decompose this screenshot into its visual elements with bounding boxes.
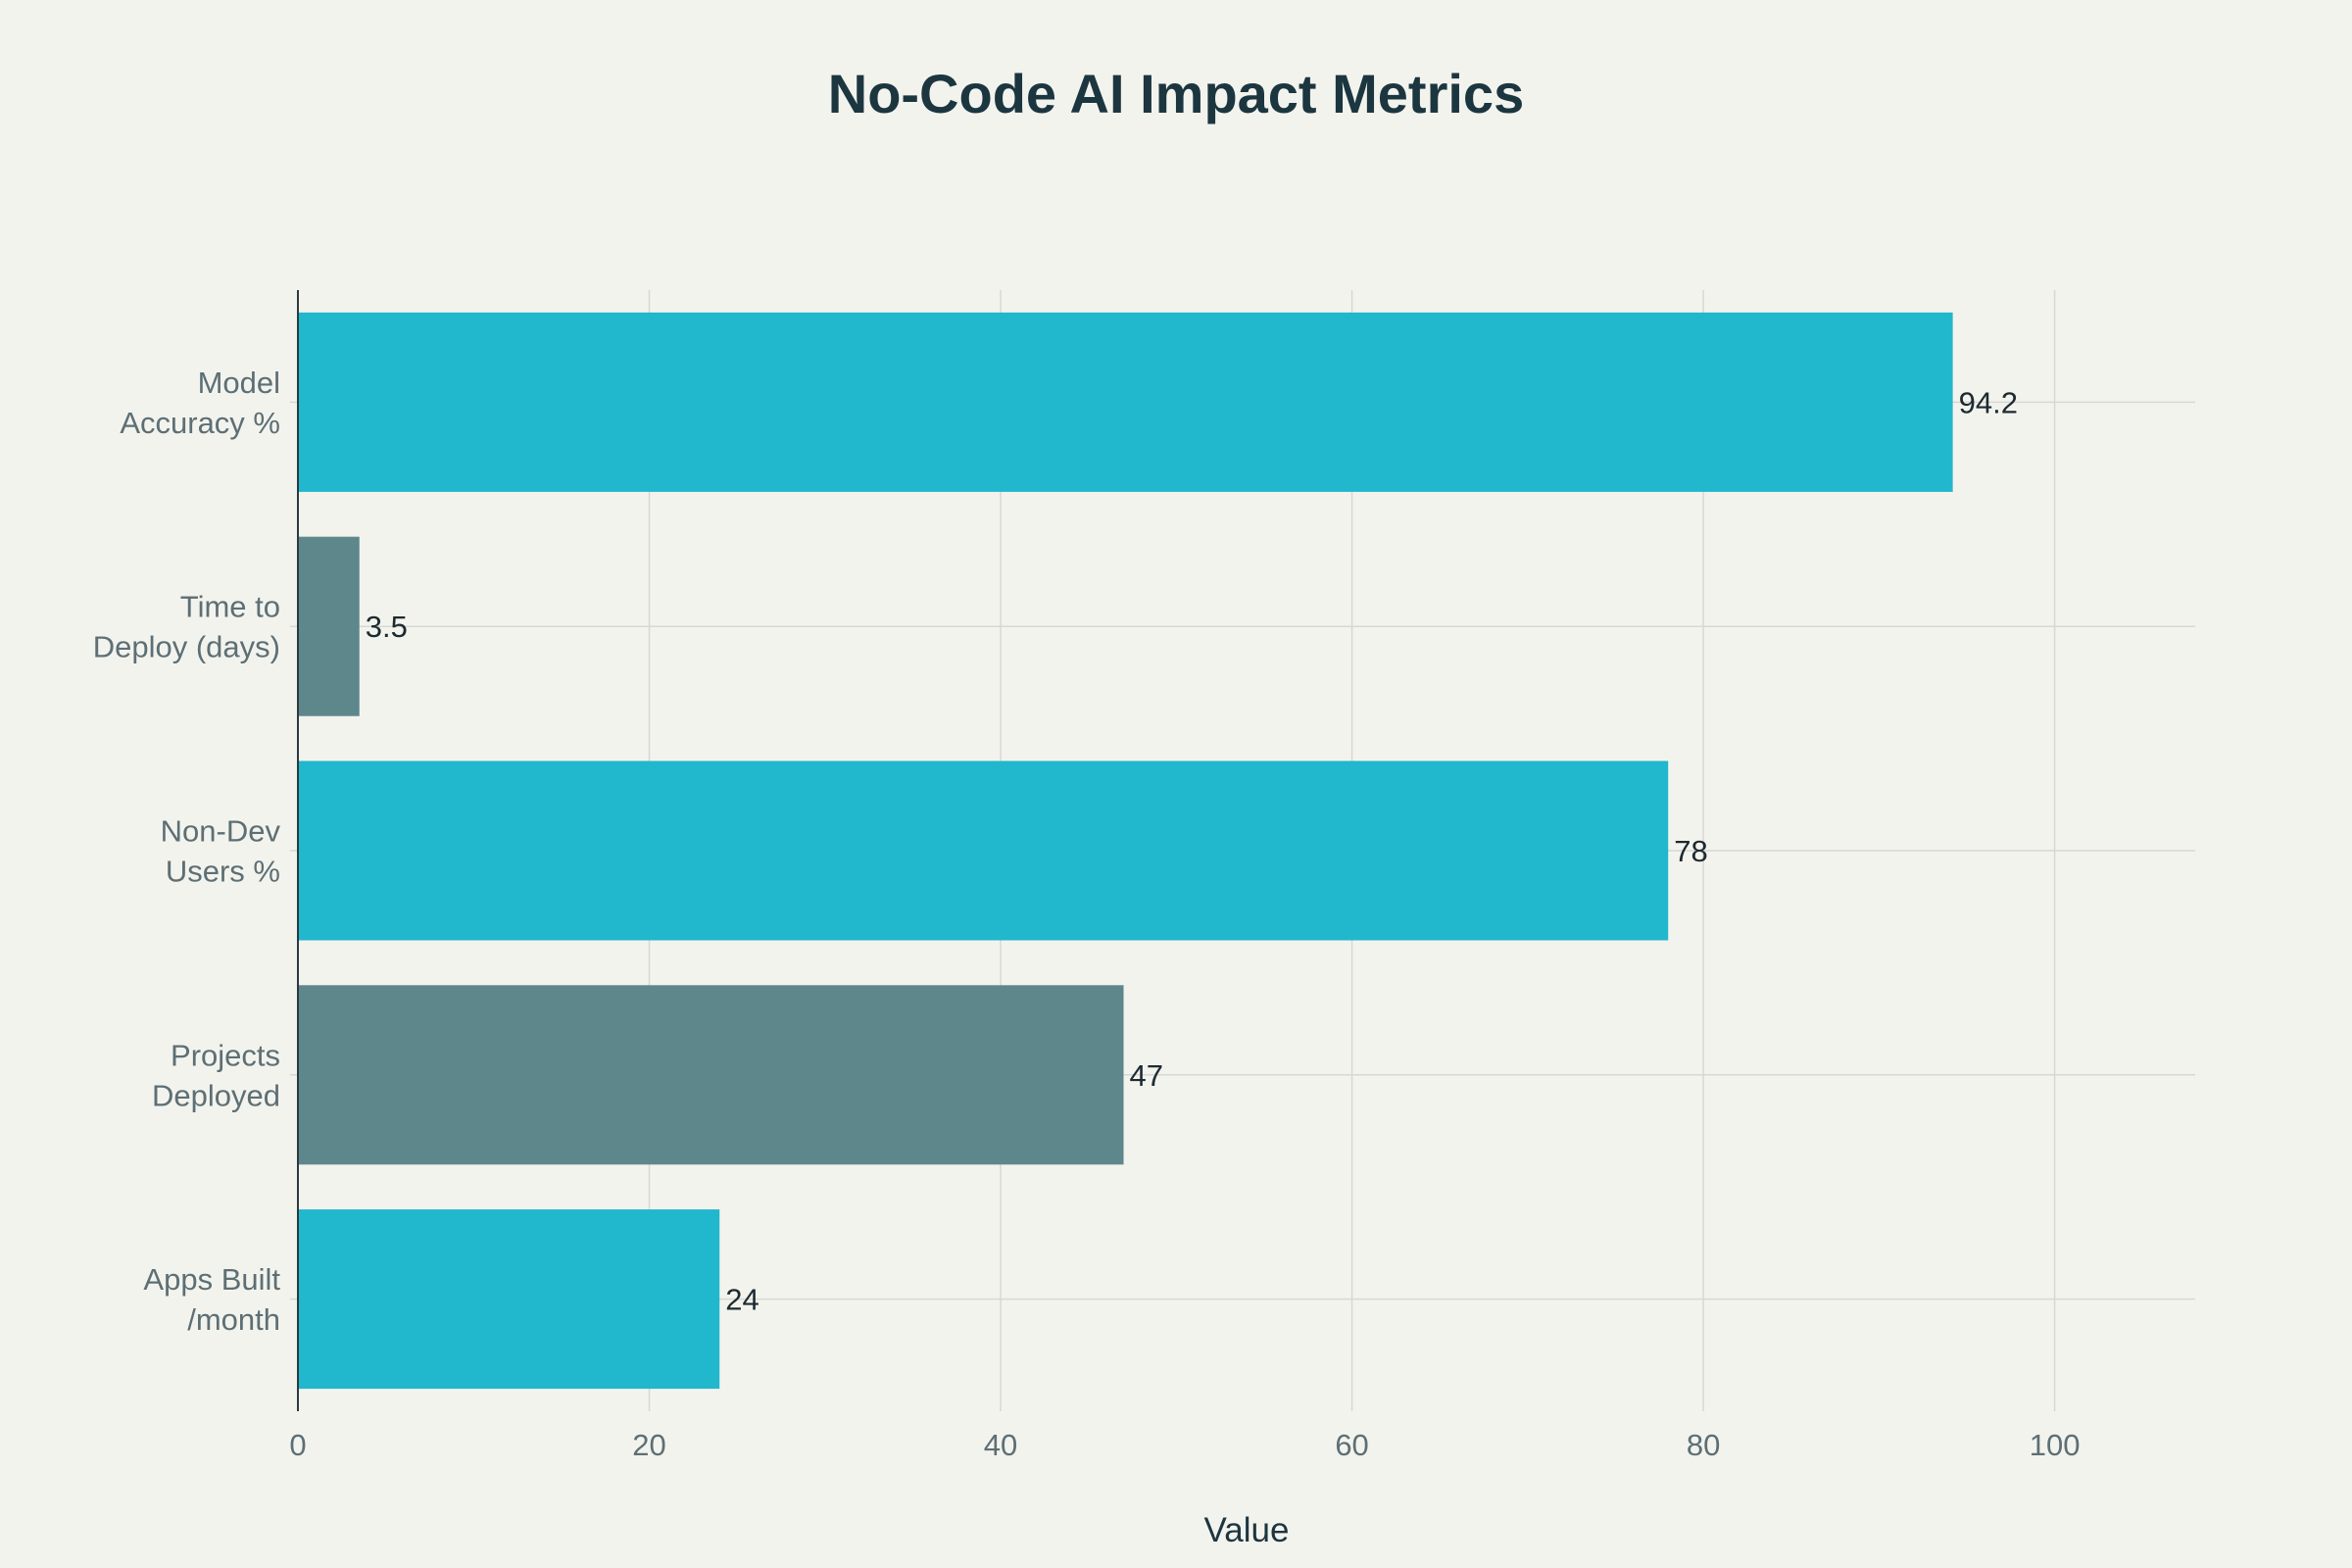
data-label: 94.2 [1959, 385, 2018, 419]
bar[interactable] [298, 760, 1669, 941]
category-label-line: Users % [166, 855, 280, 889]
category-label-line: /month [187, 1302, 280, 1337]
x-tick-label: 20 [632, 1428, 665, 1462]
category-label: Time to Deploy (days) [93, 590, 280, 664]
bars [298, 312, 1953, 1390]
data-label: 24 [725, 1283, 759, 1317]
category-label-line: Apps Built [143, 1262, 280, 1297]
x-axis-title: Value [1204, 1511, 1290, 1549]
x-tick-label: 80 [1687, 1428, 1720, 1462]
category-label: Non-Dev Users % [161, 814, 281, 889]
category-label-line: Deployed [152, 1078, 280, 1112]
data-label: 47 [1130, 1058, 1163, 1093]
category-label: Projects Deployed [152, 1038, 280, 1112]
category-label-line: Deploy (days) [93, 630, 280, 664]
bar[interactable] [298, 312, 1953, 492]
category-label: Apps Built/month [143, 1262, 280, 1337]
x-tick-label: 60 [1335, 1428, 1368, 1462]
bar[interactable] [298, 536, 360, 716]
x-tick-labels: 0 20 40 60 80 100 [289, 1428, 2080, 1462]
bar[interactable] [298, 1209, 720, 1390]
x-tick-label: 0 [289, 1428, 306, 1462]
bar[interactable] [298, 985, 1124, 1165]
category-label-line: Time to [180, 590, 280, 624]
category-label-line: Model [198, 366, 280, 400]
category-label-line: Accuracy % [120, 406, 280, 440]
data-labels: 94.2 3.5 78 47 24 [366, 385, 2018, 1316]
category-label-line: Non-Dev [161, 814, 281, 849]
x-tick-label: 40 [984, 1428, 1017, 1462]
category-label-line: Projects [171, 1038, 280, 1072]
category-label: Model Accuracy % [120, 366, 280, 440]
category-labels: Model Accuracy % Time to Deploy (days) Non-D… [93, 366, 281, 1337]
data-label: 3.5 [366, 610, 408, 644]
chart-title: No-Code AI Impact Metrics [828, 63, 1524, 124]
x-tick-label: 100 [2030, 1428, 2081, 1462]
data-label: 78 [1674, 834, 1707, 868]
